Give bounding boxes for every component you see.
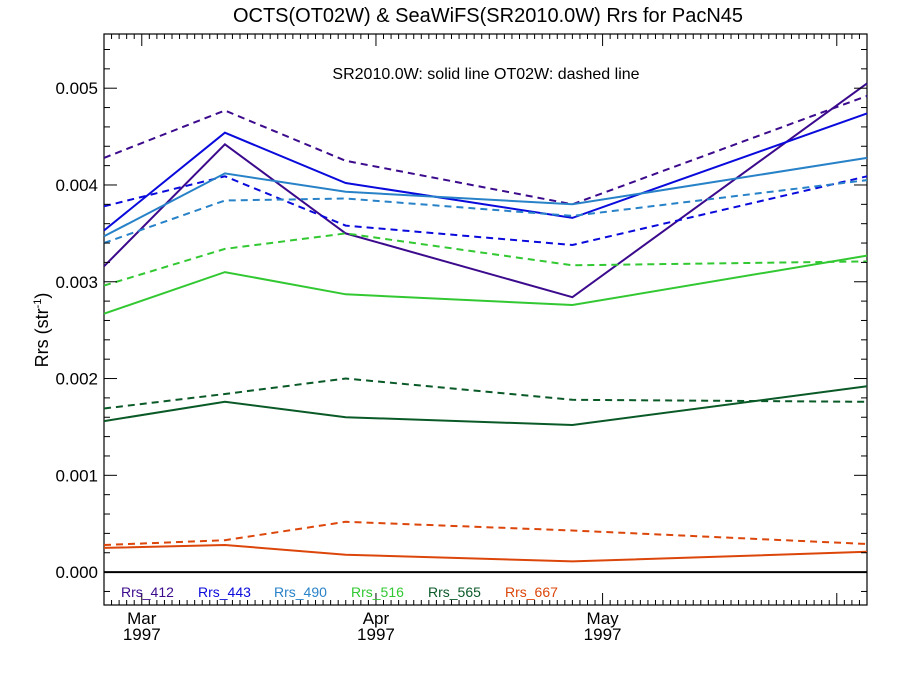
x-tick-label-year: 1997 bbox=[123, 625, 161, 644]
legend-item: Rrs_516 bbox=[351, 584, 404, 600]
y-tick-label: 0.002 bbox=[55, 370, 98, 389]
series-rrs-490-solid-line bbox=[103, 156, 868, 238]
y-tick-label: 0.004 bbox=[55, 176, 98, 195]
series-rrs-443-solid-line bbox=[103, 112, 868, 232]
plot-frame bbox=[103, 33, 868, 606]
series-rrs-516-dashed-line bbox=[103, 232, 868, 287]
chart-title: OCTS(OT02W) & SeaWiFS(SR2010.0W) Rrs for… bbox=[233, 5, 743, 27]
series-rrs-412-dashed-line bbox=[103, 94, 868, 206]
series-rrs-412-solid-line bbox=[103, 82, 868, 299]
legend-item: Rrs_667 bbox=[505, 584, 558, 600]
legend-item: Rrs_490 bbox=[274, 584, 327, 600]
series-layer bbox=[103, 82, 868, 563]
x-tick-label-month: May bbox=[587, 609, 620, 628]
series-rrs-490-dashed-line bbox=[103, 179, 868, 244]
x-tick-label-month: Mar bbox=[127, 609, 157, 628]
x-tick-label-month: Apr bbox=[363, 609, 390, 628]
line-style-annotation: SR2010.0W: solid line OT02W: dashed line bbox=[332, 66, 639, 83]
series-rrs-443-dashed-line bbox=[103, 175, 868, 247]
y-axis-label-sup: -1 bbox=[32, 299, 44, 309]
y-axis-label-close: ) bbox=[32, 293, 52, 299]
plot-border bbox=[103, 33, 868, 606]
ticks-layer: 0.0000.0010.0020.0030.0040.005Mar1997Apr… bbox=[55, 34, 868, 644]
legend-item: Rrs_412 bbox=[121, 584, 174, 600]
x-tick-label-year: 1997 bbox=[584, 625, 622, 644]
y-tick-label: 0.003 bbox=[55, 273, 98, 292]
legend-item: Rrs_443 bbox=[198, 584, 251, 600]
y-axis-label-main: Rrs (str bbox=[32, 308, 52, 367]
series-rrs-667-solid-line bbox=[103, 543, 868, 563]
y-tick-label: 0.005 bbox=[55, 79, 98, 98]
series-rrs-565-solid-line bbox=[103, 385, 868, 427]
series-rrs-667-dashed-line bbox=[103, 520, 868, 546]
series-rrs-516-solid-line bbox=[103, 254, 868, 315]
series-rrs-565-dashed-line bbox=[103, 377, 868, 410]
y-axis-label: Rrs (str-1) bbox=[32, 293, 52, 368]
y-tick-label: 0.001 bbox=[55, 466, 98, 485]
y-tick-label: 0.000 bbox=[55, 563, 98, 582]
legend-item: Rrs_565 bbox=[428, 584, 481, 600]
x-tick-label-year: 1997 bbox=[357, 625, 395, 644]
legend: Rrs_412 Rrs_443 Rrs_490 Rrs_516 Rrs_565 Rrs_6… bbox=[121, 584, 558, 600]
